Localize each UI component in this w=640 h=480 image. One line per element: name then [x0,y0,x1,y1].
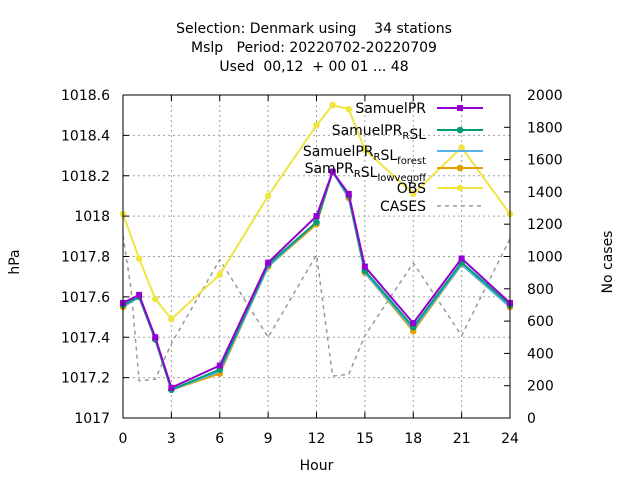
legend-item: CASES [380,199,483,215]
title-line: Selection: Denmark using 34 stations [176,21,452,37]
data-point [264,192,272,200]
data-point [216,362,223,369]
data-point [345,190,352,197]
data-point [345,105,353,113]
x-tick-label: 3 [167,431,176,447]
y2-tick-label: 1800 [527,120,563,136]
data-point [313,121,320,129]
x-tick-label: 12 [308,431,326,447]
series-cases [122,235,511,382]
x-tick-label: 9 [264,431,273,447]
y-tick-label: 1017 [74,411,110,427]
data-point [361,263,368,270]
y-tick-label: 1018.4 [61,128,110,144]
y-tick-label: 1018.2 [61,169,110,185]
y2-tick-label: 800 [527,282,554,298]
y-axis-label: hPa [7,249,23,274]
title-line: Used 00,12 + 00 01 ... 48 [219,59,408,75]
legend-marker [456,164,464,172]
y-tick-label: 1017.2 [61,371,110,387]
series-samuelpr [120,168,513,391]
data-point [136,291,143,298]
series-line [122,235,511,382]
x-tick-label: 18 [404,431,422,447]
y2-tick-label: 1200 [527,217,563,233]
title-line: Mslp Period: 20220702-20220709 [191,40,437,56]
y2-tick-label: 1400 [527,185,563,201]
legend-label: CASES [380,199,426,215]
data-point [458,255,465,262]
legend-item: SamuelPRRSL [332,123,483,143]
data-point [313,213,320,220]
data-point [409,190,417,198]
legend-label: SamuelPRRSL [332,123,426,143]
x-tick-label: 15 [356,431,374,447]
legend-marker [456,126,464,134]
y2-tick-label: 1600 [527,153,563,169]
legend: SamuelPR SamuelPRRSLSamuelPRRSLforestSamP… [303,101,483,215]
tick-labels: 0 3 6 9 12 15 18 21 24 1017 1017.2 1017.4 1017.6 1017… [61,88,563,447]
data-point [410,320,417,327]
data-point [151,295,159,303]
data-point [135,255,143,262]
y2-tick-label: 1000 [527,250,563,266]
y2-tick-label: 400 [527,346,554,362]
y2-axis-label: No cases [600,231,616,294]
series-group [119,101,514,394]
legend-item: SamPRRSLlowvegoff [305,161,483,184]
x-tick-label: 21 [453,431,471,447]
x-tick-label: 0 [119,431,128,447]
legend-label: SamuelPR [355,101,426,117]
data-point [313,218,320,226]
y2-tick-label: 600 [527,314,554,330]
data-point [216,271,224,278]
data-point [168,315,175,323]
data-point [329,101,336,109]
data-point [152,334,159,341]
y-tick-label: 1018 [74,209,110,225]
data-point [168,384,175,391]
legend-label: OBS [397,181,426,197]
legend-label: SamuelPRRSLforest [303,144,426,167]
axis-ticks [122,94,511,419]
legend-item: SamuelPRRSLforest [303,144,483,167]
legend-label: SamPRRSLlowvegoff [305,161,428,184]
data-point [265,259,272,266]
y2-tick-label: 2000 [527,88,563,104]
legend-item: SamuelPR [355,101,483,117]
data-point [458,144,465,151]
y-tick-label: 1017.8 [61,250,110,266]
x-tick-label: 24 [501,431,519,447]
chart-title: Selection: Denmark using 34 stations Mslp… [176,21,452,75]
x-tick-label: 6 [215,431,224,447]
y2-tick-label: 0 [527,411,536,427]
y-tick-label: 1017.4 [61,330,110,346]
data-point [329,168,336,175]
legend-item: OBS [397,181,483,197]
legend-marker [456,184,464,192]
legend-marker [457,105,463,111]
y-tick-label: 1017.6 [61,290,110,306]
y2-tick-label: 200 [527,379,554,395]
x-axis-label: Hour [300,458,334,474]
y-tick-label: 1018.6 [61,88,110,104]
data-point [361,146,369,153]
